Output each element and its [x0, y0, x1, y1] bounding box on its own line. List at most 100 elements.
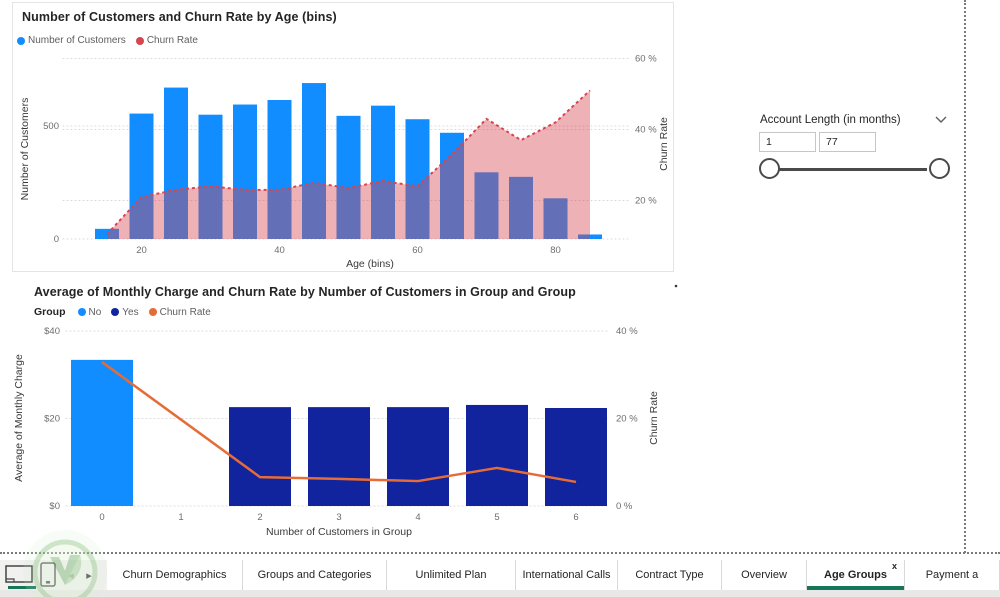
tab-label: International Calls [522, 569, 611, 581]
tab-label: Age Groups [824, 569, 887, 581]
svg-text:40: 40 [274, 245, 285, 256]
svg-text:$20: $20 [44, 414, 60, 425]
svg-text:0: 0 [99, 512, 104, 523]
tab-label: Groups and Categories [257, 569, 372, 581]
svg-text:80: 80 [550, 245, 561, 256]
tab-payment-a[interactable]: Payment a [905, 560, 1000, 590]
customer-bar[interactable] [336, 115, 361, 239]
slider-handle-max[interactable] [929, 158, 950, 179]
customer-bar[interactable] [543, 198, 568, 239]
customer-bar[interactable] [578, 234, 602, 239]
group-bar-yes[interactable] [308, 407, 370, 506]
visual-customers-churn-by-age[interactable]: Number of Customers and Churn Rate by Ag… [12, 2, 674, 272]
svg-text:20: 20 [136, 245, 147, 256]
customer-bar[interactable] [233, 104, 257, 239]
legend-label: Yes [122, 306, 139, 318]
range-start-input[interactable] [759, 132, 816, 152]
customers-bars [95, 83, 602, 239]
svg-text:Average of Monthly Charge: Average of Monthly Charge [13, 354, 25, 482]
slider-handle-min[interactable] [759, 158, 780, 179]
svg-text:20 %: 20 % [616, 414, 638, 425]
tab-label: Contract Type [635, 569, 704, 581]
svg-text:20 %: 20 % [635, 196, 657, 207]
active-view-indicator [8, 586, 36, 589]
customer-bar[interactable] [198, 114, 223, 239]
tab-label: Unlimited Plan [415, 569, 487, 581]
legend-item[interactable]: Churn Rate [148, 307, 211, 318]
svg-text:Churn Rate: Churn Rate [648, 391, 660, 445]
canvas-edge-right [964, 0, 966, 553]
range-end-input[interactable] [819, 132, 876, 152]
svg-text:3: 3 [336, 512, 341, 523]
customer-bar[interactable] [509, 176, 533, 239]
group-bars [71, 359, 607, 506]
group-bar-yes[interactable] [387, 407, 449, 506]
svg-text:4: 4 [415, 512, 420, 523]
svg-text:0: 0 [54, 234, 59, 245]
tab-label: Payment a [925, 569, 979, 581]
svg-text:40 %: 40 % [616, 326, 638, 337]
desktop-view-icon[interactable] [4, 563, 38, 587]
account-length-slicer[interactable]: Account Length (in months) [755, 110, 960, 190]
customer-bar[interactable] [440, 132, 464, 239]
legend-label: Churn Rate [146, 35, 198, 46]
tab-unlimited-plan[interactable]: Unlimited Plan [387, 560, 516, 590]
svg-text:6: 6 [573, 512, 578, 523]
close-tab-icon[interactable]: x [891, 561, 897, 571]
tab-contract-type[interactable]: Contract Type [618, 560, 722, 590]
customer-bar[interactable] [302, 83, 326, 239]
svg-text:0 %: 0 % [616, 501, 633, 512]
customer-bar[interactable] [267, 100, 292, 239]
group-bar-yes[interactable] [545, 408, 607, 506]
chart-legend: Number of Customers Churn Rate [17, 35, 198, 46]
legend-label: Number of Customers [28, 35, 126, 46]
legend-item[interactable]: Churn Rate [135, 35, 198, 46]
legend-title: Group [34, 306, 66, 318]
tab-label: Churn Demographics [122, 569, 227, 581]
chevron-down-icon[interactable] [935, 116, 947, 124]
slicer-title: Account Length (in months) [760, 114, 901, 126]
legend-dot-icon [111, 308, 120, 316]
legend-item[interactable]: Yes [111, 306, 139, 318]
chart-legend: Group No Yes Churn Rate [34, 306, 211, 318]
prev-page-arrow[interactable]: ◂ [68, 569, 74, 582]
legend-dot-icon [17, 36, 25, 45]
age-histogram-plot: 0 500 20 % 40 % 60 % 20 40 60 80 Age (bins) Number… [19, 54, 670, 271]
mobile-view-icon[interactable] [38, 562, 58, 588]
page-tab-bar: ◂ ▸ Churn Demographics Groups and Categor… [0, 560, 1000, 597]
tab-age-groups[interactable]: Age Groups x [807, 560, 905, 590]
svg-text:$0: $0 [49, 501, 60, 512]
group-bar-yes[interactable] [466, 404, 528, 506]
group-bar-no[interactable] [71, 359, 133, 506]
next-page-arrow[interactable]: ▸ [86, 569, 92, 582]
customer-bar[interactable] [405, 119, 430, 239]
report-canvas: Number of Customers and Churn Rate by Ag… [0, 0, 1000, 554]
active-tab-indicator [807, 586, 904, 590]
tab-overview[interactable]: Overview [722, 560, 807, 590]
legend-item[interactable]: No [77, 306, 102, 318]
tab-groups-and-categories[interactable]: Groups and Categories [243, 560, 387, 590]
legend-label: No [88, 306, 102, 318]
svg-text:1: 1 [178, 512, 183, 523]
slider-track[interactable] [769, 168, 927, 171]
customer-bar[interactable] [474, 172, 499, 239]
group-bar-yes[interactable] [229, 407, 291, 506]
customer-bar[interactable] [371, 105, 395, 239]
view-switcher: ◂ ▸ [0, 560, 107, 590]
tab-international-calls[interactable]: International Calls [516, 560, 618, 590]
svg-text:Number of Customers in Group: Number of Customers in Group [266, 526, 412, 538]
svg-text:60 %: 60 % [635, 54, 657, 65]
group-chart-plot: $0 $20 $40 0 % 20 % 40 % 0 1 2 3 4 5 6 Number of Cust… [13, 326, 660, 538]
customer-bar[interactable] [129, 113, 154, 239]
customer-bar[interactable] [164, 87, 188, 239]
legend-item[interactable]: Number of Customers [17, 35, 126, 46]
churn-area [107, 90, 590, 239]
visual-monthly-charge-by-group[interactable]: Average of Monthly Charge and Churn Rate… [12, 276, 674, 544]
tab-churn-demographics[interactable]: Churn Demographics [107, 560, 243, 590]
svg-text:5: 5 [494, 512, 499, 523]
canvas-edge-bottom [0, 552, 1000, 554]
svg-text:2: 2 [257, 512, 262, 523]
page-tabs: Churn Demographics Groups and Categories U… [107, 560, 1000, 590]
svg-text:Age (bins): Age (bins) [346, 258, 394, 270]
tab-label: Overview [741, 569, 787, 581]
